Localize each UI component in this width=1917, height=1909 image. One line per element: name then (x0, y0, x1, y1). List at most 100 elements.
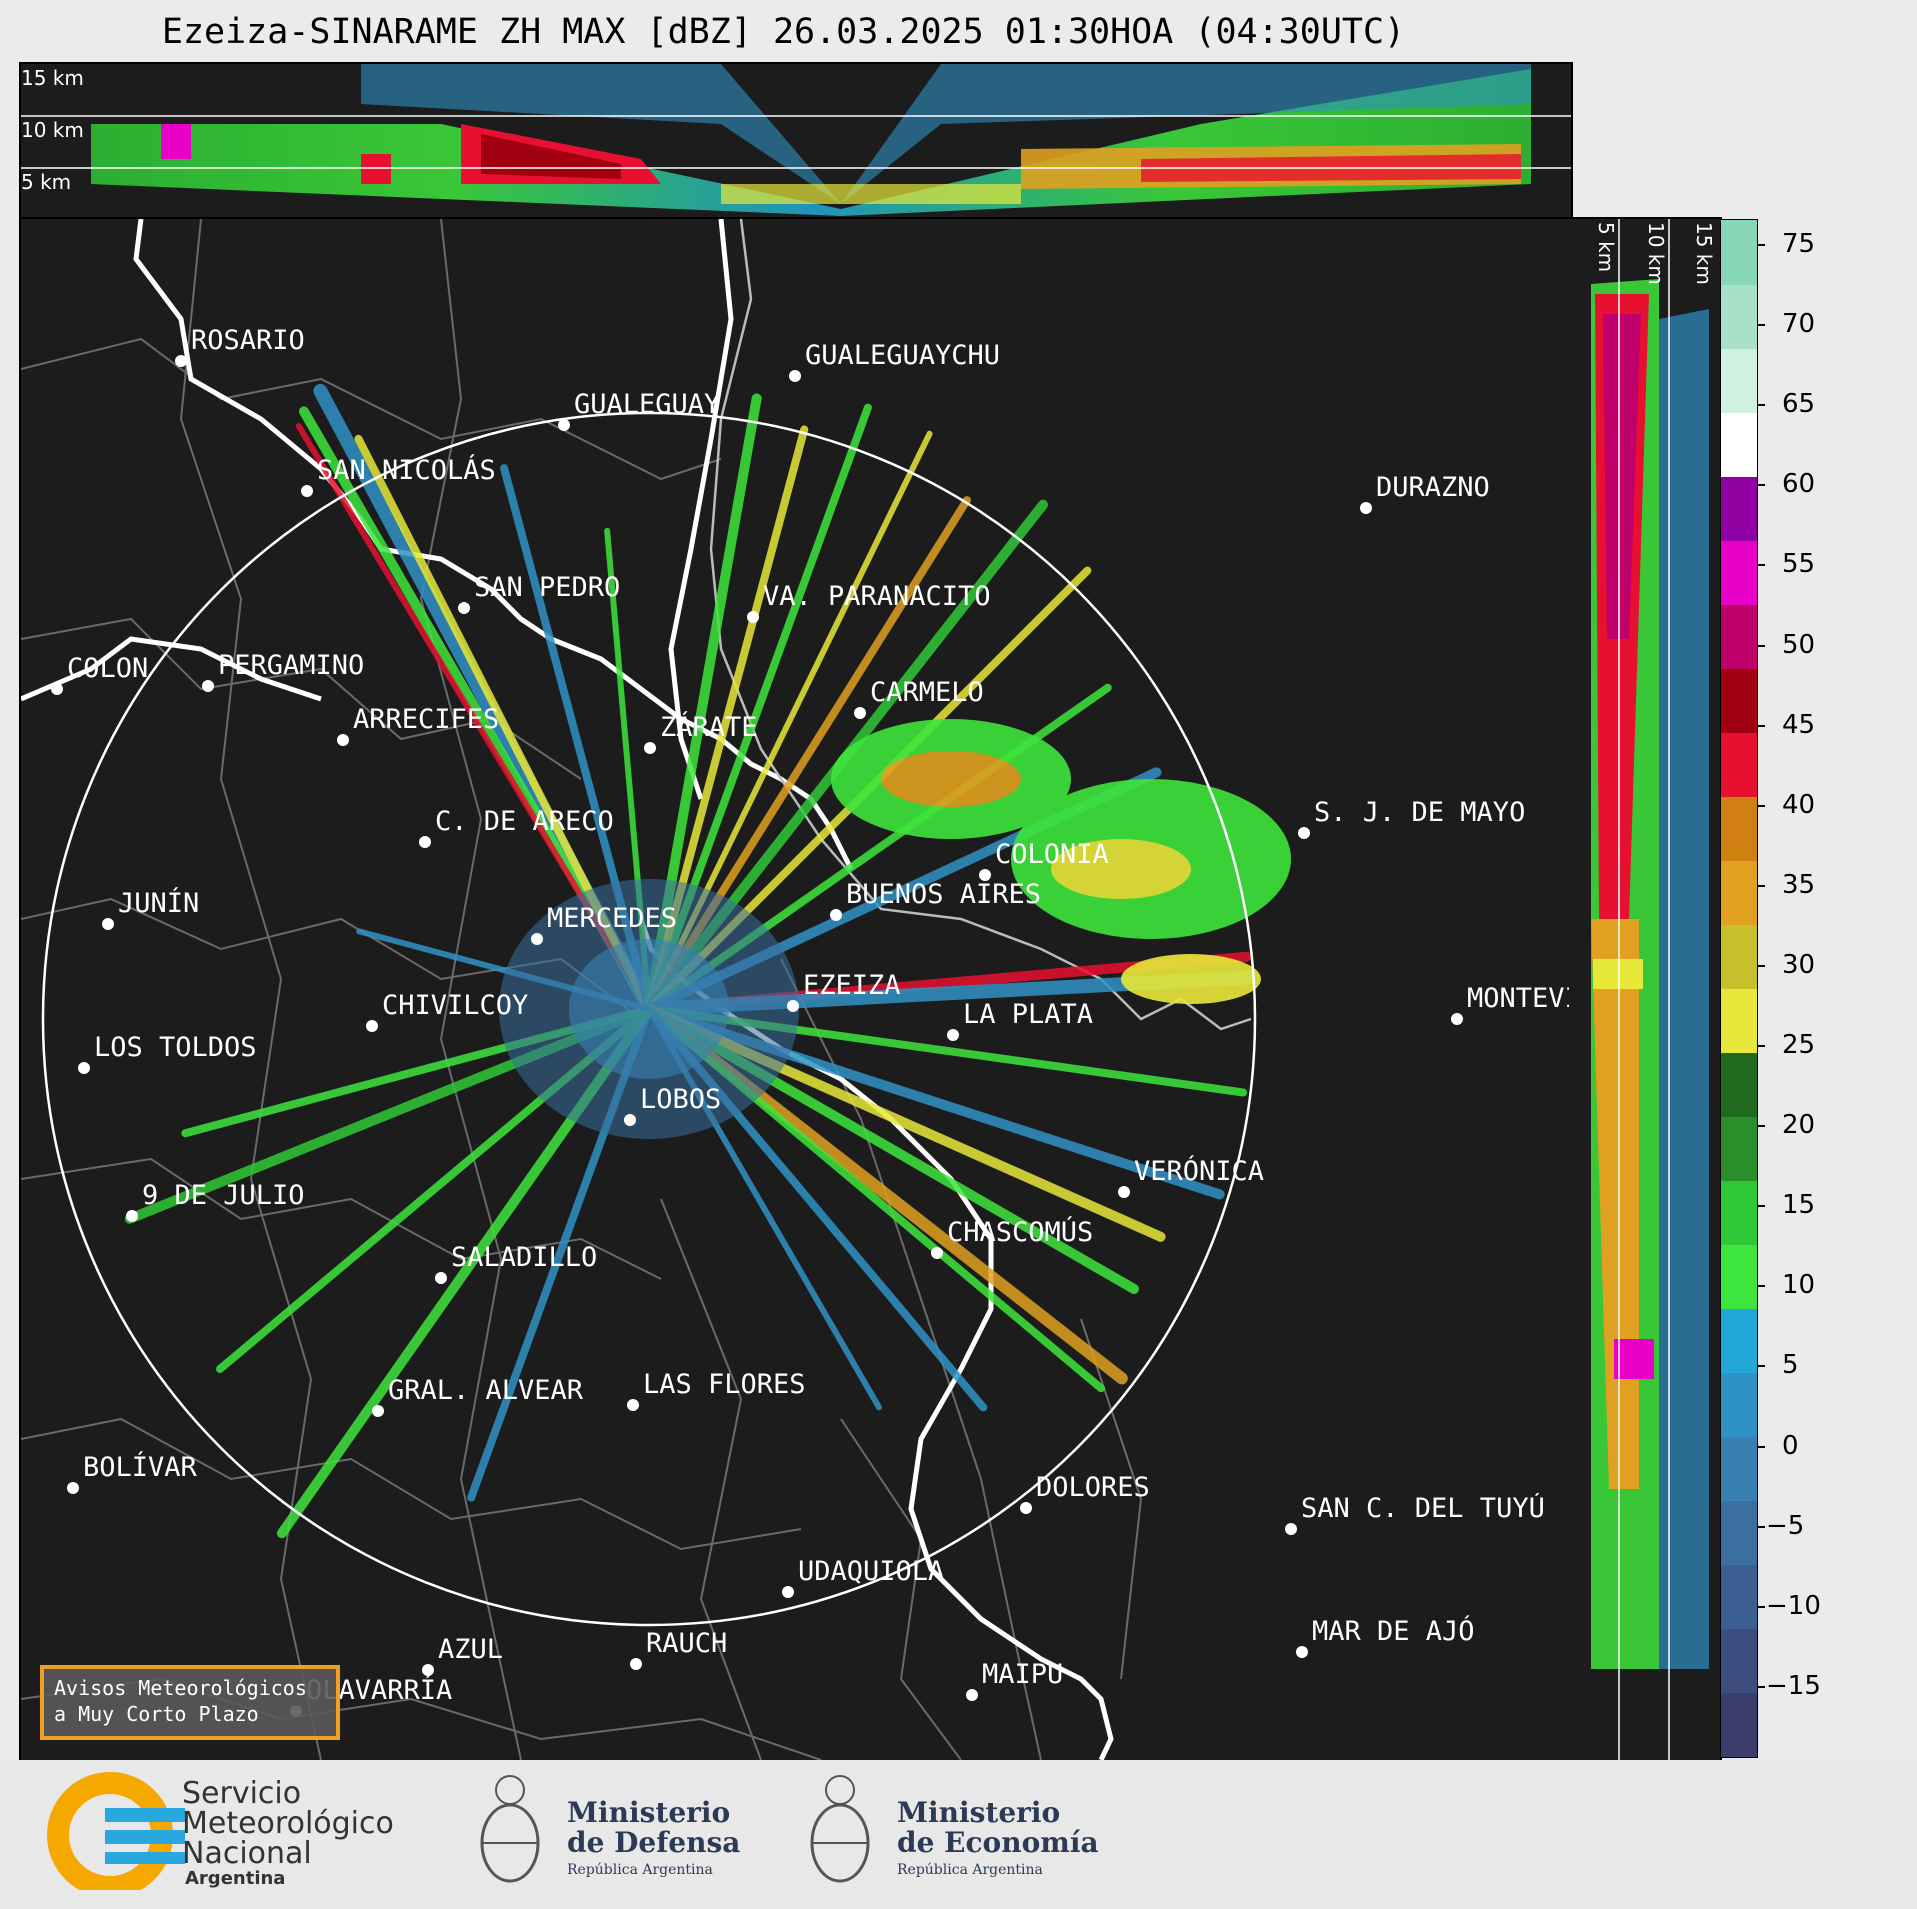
colorbar-tick-label: 30 (1782, 949, 1816, 980)
colorbar-band (1721, 924, 1757, 989)
colorbar-band (1721, 1180, 1757, 1246)
city-label: CARMELO (870, 677, 984, 708)
colorbar-band (1721, 220, 1757, 285)
colorbar-band (1721, 1052, 1757, 1118)
colorbar-band (1721, 668, 1757, 733)
city-label: JUNÍN (118, 888, 200, 919)
defensa-sub: República Argentina (567, 1862, 713, 1878)
colorbar-tick-mark (1757, 1445, 1765, 1448)
city-label: GRAL. ALVEAR (388, 1375, 584, 1406)
city-label: LOBOS (640, 1084, 722, 1115)
altitude-label-5km: 5 km (21, 170, 72, 194)
colorbar-band (1721, 1436, 1757, 1502)
city-label: BOLÍVAR (83, 1452, 197, 1483)
colorbar-band (1721, 1564, 1757, 1630)
side-cross-section-plot (1591, 219, 1709, 1760)
colorbar-tick-mark (1757, 1285, 1765, 1288)
city-label: SALADILLO (451, 1242, 598, 1273)
colorbar-tick-label: 50 (1782, 629, 1816, 660)
colorbar-band (1721, 1116, 1757, 1182)
city-marker-dot (372, 1405, 384, 1417)
city-marker-dot (202, 680, 214, 692)
city-label: LAS FLORES (643, 1369, 806, 1400)
city-marker-dot (301, 485, 313, 497)
city-label: SAN PEDRO (474, 572, 621, 603)
city-label: CHASCOMÚS (947, 1217, 1094, 1248)
colorbar-tick-label: 40 (1782, 789, 1816, 820)
city-label: AZUL (438, 1634, 504, 1665)
colorbar-tick-label: 75 (1782, 229, 1816, 259)
city-label: DOLORES (1036, 1472, 1150, 1503)
city-marker-dot (947, 1029, 959, 1041)
radar-range-ring (41, 411, 1257, 1627)
colorbar-tick-mark (1757, 1525, 1765, 1528)
city-marker-dot (627, 1399, 639, 1411)
city-marker-dot (931, 1247, 943, 1259)
city-marker-dot (419, 836, 431, 848)
city-marker-dot (644, 742, 656, 754)
economia-sub: República Argentina (897, 1862, 1043, 1878)
city-marker-dot (531, 933, 543, 945)
city-label: LOS TOLDOS (94, 1032, 257, 1063)
city-marker-dot (558, 419, 570, 431)
city-label: MONTEVIDEO (1467, 983, 1577, 1014)
colorbar-tick-label: 10 (1782, 1270, 1816, 1301)
city-marker-dot (175, 355, 187, 367)
colorbar-tick-label: 65 (1782, 389, 1816, 420)
colorbar-tick-mark (1757, 1685, 1765, 1688)
colorbar-tick-mark (1757, 724, 1765, 727)
city-marker-dot (1118, 1186, 1130, 1198)
city-marker-dot (1360, 502, 1372, 514)
city-label: S. J. DE MAYO (1314, 797, 1526, 828)
colorbar-tick-label: 25 (1782, 1030, 1816, 1060)
smn-line-1: Servicio (182, 1776, 302, 1811)
colorbar-band (1721, 1244, 1757, 1310)
colorbar-tick-mark (1757, 1045, 1765, 1047)
city-label: ZÁRATE (660, 712, 758, 743)
colorbar-band (1721, 732, 1757, 797)
colorbar-band (1721, 412, 1757, 477)
warnings-notice-box[interactable]: Avisos Meteorológicos a Muy Corto Plazo (40, 1665, 340, 1740)
city-marker-dot (830, 909, 842, 921)
colorbar-tick-label: −10 (1766, 1590, 1821, 1621)
radar-map-panel (19, 217, 1573, 1762)
top-cross-section-plot (21, 64, 1571, 216)
city-marker-dot (854, 707, 866, 719)
smn-line-2: Meteorológico (182, 1806, 394, 1841)
city-label: MERCEDES (547, 903, 678, 934)
colorbar-band (1721, 540, 1757, 605)
city-marker-dot (630, 1658, 642, 1670)
convective-cluster-uruguay (831, 719, 1291, 1004)
colorbar-tick-label: −15 (1766, 1670, 1821, 1701)
colorbar-band (1721, 988, 1757, 1054)
smn-line-3: Nacional (182, 1836, 312, 1871)
city-label: GUALEGUAYCHU (805, 340, 1001, 371)
city-marker-dot (1296, 1646, 1308, 1658)
city-marker-dot (966, 1689, 978, 1701)
city-label: SAN NICOLÁS (317, 455, 496, 486)
colorbar-tick-label: −5 (1766, 1510, 1805, 1541)
city-marker-dot (78, 1062, 90, 1074)
colorbar-tick-label: 0 (1782, 1430, 1799, 1461)
colorbar-tick-mark (1757, 404, 1765, 407)
economia-coat-of-arms-icon (810, 1775, 870, 1883)
colorbar-tick-mark (1757, 244, 1765, 246)
colorbar-band (1721, 796, 1757, 861)
city-label: EZEIZA (803, 970, 901, 1001)
colorbar-tick-mark (1757, 484, 1765, 487)
defensa-line-1: Ministerio (567, 1796, 731, 1829)
city-marker-dot (126, 1210, 138, 1222)
city-marker-dot (1285, 1523, 1297, 1535)
side-altitude-label-5km: 5 km (1594, 222, 1618, 273)
side-altitude-label-15km: 15 km (1692, 222, 1716, 285)
city-label: SAN C. DEL TUYÚ (1301, 1493, 1545, 1524)
defensa-coat-of-arms-icon (480, 1775, 540, 1883)
smn-line-4: Argentina (185, 1868, 286, 1889)
city-label: RAUCH (646, 1628, 728, 1659)
colorbar-band (1721, 860, 1757, 925)
altitude-label-15km: 15 km (21, 66, 84, 90)
colorbar-tick-label: 55 (1782, 549, 1816, 580)
colorbar-tick-mark (1757, 324, 1765, 327)
colorbar-tick-mark (1757, 644, 1765, 647)
city-label: VA. PARANACITO (763, 581, 991, 612)
